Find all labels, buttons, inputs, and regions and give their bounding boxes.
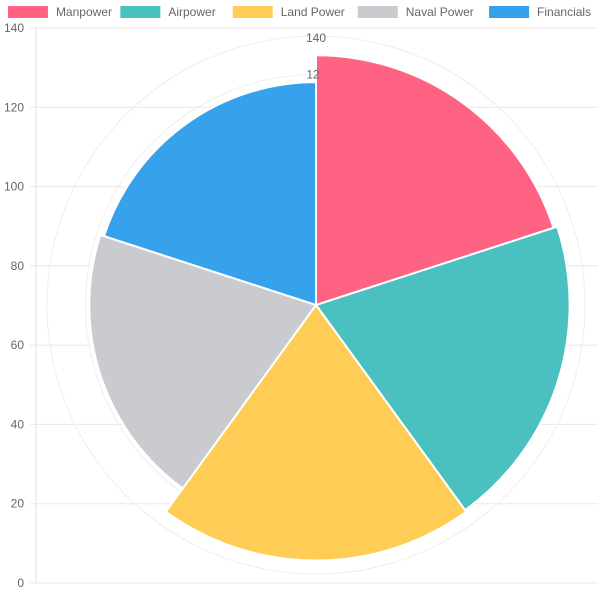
legend-item-financials[interactable]: Financials (489, 5, 591, 19)
y-tick-label: 140 (4, 21, 24, 35)
legend-item-land-power[interactable]: Land Power (232, 5, 345, 19)
y-tick-label: 100 (4, 180, 24, 194)
y-tick-label: 0 (17, 576, 24, 590)
y-tick-label: 20 (11, 497, 25, 511)
legend-swatch (489, 6, 530, 18)
slice-airpower[interactable] (314, 225, 571, 512)
radial-tick-label: 140 (306, 31, 326, 45)
legend-swatch (357, 6, 398, 18)
slice-naval-power[interactable] (88, 233, 318, 490)
y-tick-label: 80 (11, 259, 25, 273)
legend-item-naval-power[interactable]: Naval Power (357, 5, 474, 19)
slice-manpower[interactable] (315, 54, 555, 307)
y-tick-label: 120 (4, 100, 24, 114)
legend-label: Naval Power (406, 5, 474, 19)
y-tick-label: 40 (11, 417, 25, 431)
legend-swatch (7, 6, 48, 18)
legend-label: Financials (537, 5, 591, 19)
legend-swatch (232, 6, 273, 18)
radial-tick-label: 12 (306, 67, 320, 81)
legend-label: Manpower (56, 5, 112, 19)
slices (88, 54, 571, 562)
legend-label: Land Power (281, 5, 345, 19)
radial-tick-labels: 140 12 (306, 31, 326, 81)
y-tick-label: 60 (11, 338, 25, 352)
slice-land-power[interactable] (164, 303, 468, 562)
y-axis: 0 20 40 60 80 100 120 140 (4, 21, 37, 590)
legend-item-airpower[interactable]: Airpower (120, 5, 216, 19)
legend-item-manpower[interactable]: Manpower (7, 5, 112, 19)
radial-gridline (46, 35, 586, 575)
legend-swatch (120, 6, 161, 18)
legend-label: Airpower (168, 5, 215, 19)
slice-financials[interactable] (102, 81, 317, 307)
legend: Manpower Airpower Land Power Naval Power Fin… (7, 5, 591, 19)
